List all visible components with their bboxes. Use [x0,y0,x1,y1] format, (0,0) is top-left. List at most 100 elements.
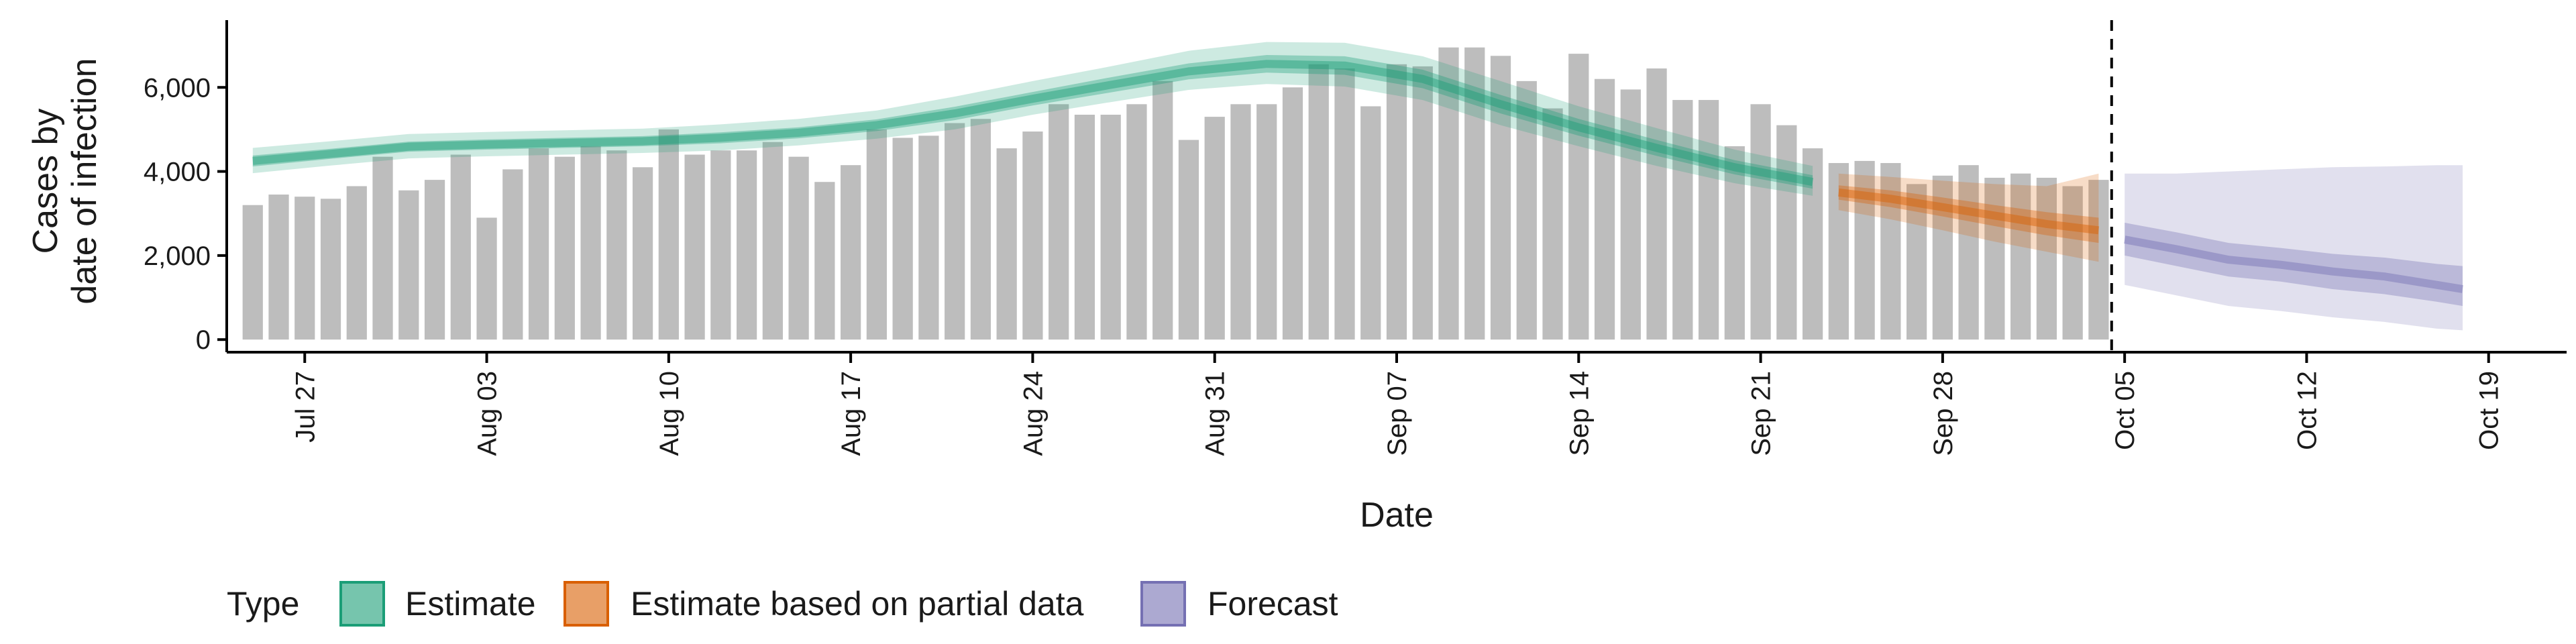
bar [1100,114,1121,340]
bar [2036,177,2057,340]
legend-key-estimate [339,581,385,627]
y-tick-label: 0 [196,325,211,355]
band-outer-estimate-based-on-partial-data [1838,173,2099,262]
median-line-estimate [252,60,1814,186]
bar [1360,106,1381,340]
bar [1750,104,1771,340]
x-tick-label: Aug 10 [655,371,684,456]
x-tick-label: Aug 24 [1018,371,1048,456]
bands-layer [252,42,2463,331]
bar [1880,163,1901,340]
bar [918,136,939,340]
bar [1854,160,1875,340]
bar [2010,173,2031,340]
bar [1594,78,1615,340]
bar [450,154,471,340]
bar [1698,100,1719,340]
band-inner-forecast [2125,223,2463,307]
x-tick-label: Oct 05 [2110,371,2140,450]
bar [1906,184,1927,340]
bar [1802,148,1823,340]
bar [554,156,575,340]
bar [866,129,888,340]
bar [892,138,913,340]
legend-label-estimate: Estimate [405,585,536,623]
bar [945,123,965,340]
x-tick-label: Aug 17 [837,371,866,456]
bar [1412,66,1433,340]
bar [528,148,549,340]
y-tick-label: 4,000 [144,158,211,187]
bar [1620,89,1641,340]
bar [736,150,757,340]
bar [1152,80,1173,340]
bar [1074,114,1095,340]
y-tick-label: 2,000 [144,241,211,271]
bar [398,190,419,340]
band-inner-estimate-based-on-partial-data [1838,185,2099,244]
bar [1724,146,1745,340]
bar [658,129,679,340]
bar [710,150,731,340]
x-tick-label: Oct 19 [2475,371,2504,450]
bar [268,195,289,340]
legend-key-partial-estimate [564,581,609,627]
bar [1204,117,1225,340]
bar [1542,108,1563,340]
bar [996,148,1017,340]
legend-title: Type [227,585,299,623]
bar [841,165,861,340]
bar [1308,64,1329,340]
bar [1230,104,1251,340]
bar [1776,125,1797,340]
bar [788,156,809,340]
bar [1178,140,1199,340]
bar [2062,186,2083,340]
bar [1438,47,1459,340]
bar [1022,131,1043,340]
legend: Type Estimate Estimate based on partial … [227,581,1338,627]
y-tick-label: 6,000 [144,73,211,103]
bar [1126,104,1147,340]
x-ticks: Jul 27 Aug 03 Aug 10 Aug 17 Aug 24 Aug 31 Sep … [290,352,2504,456]
bar [1256,104,1277,340]
bar [1464,47,1485,340]
bar [1386,64,1407,340]
bar [1646,68,1667,340]
bar [1984,177,2005,340]
y-ticks: 0 2,000 4,000 6,000 [144,73,227,355]
y-axis-title-line-2: date of infection [65,58,104,304]
x-tick-label: Sep 14 [1564,371,1594,456]
bar [372,156,393,340]
bar [684,154,705,340]
x-tick-label: Jul 27 [290,371,320,443]
x-axis-title: Date [1360,496,1434,535]
bar [320,199,341,340]
bar [1049,104,1069,340]
x-tick-label: Oct 12 [2292,371,2322,450]
bar [1672,100,1693,340]
bar [476,217,497,340]
bar [1516,80,1537,340]
bars-layer [242,47,2109,340]
bar [970,119,991,340]
bar [294,197,315,340]
legend-key-forecast [1140,581,1186,627]
bar [1828,163,1849,340]
bar [502,169,523,340]
bar [1282,87,1303,340]
bar [1568,54,1589,340]
bar [1932,175,1953,340]
x-tick-label: Sep 28 [1929,371,1958,456]
bar [2088,180,2109,340]
bar [1958,165,1979,340]
x-tick-label: Sep 21 [1747,371,1776,456]
x-tick-label: Aug 03 [473,371,502,456]
x-tick-label: Aug 31 [1201,371,1230,456]
band-outer-estimate [252,42,1813,196]
bar [762,142,783,340]
x-tick-label: Sep 07 [1383,371,1412,456]
bar [632,167,653,340]
bar [242,205,263,340]
